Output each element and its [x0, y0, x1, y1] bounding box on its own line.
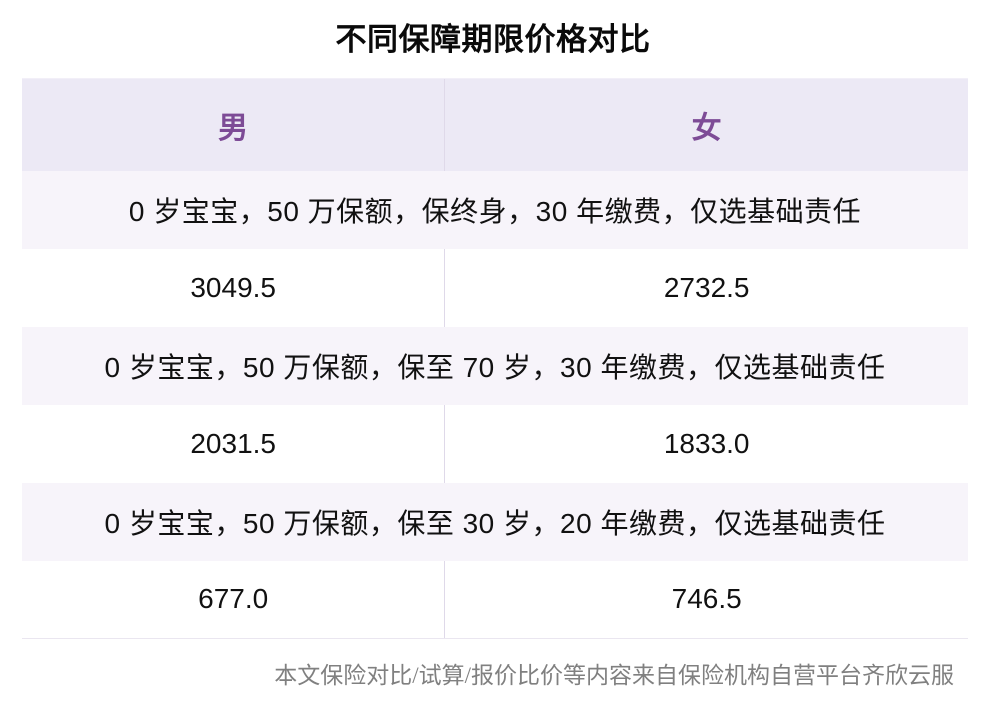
price-comparison-table: 男 女 0 岁宝宝，50 万保额，保终身，30 年缴费，仅选基础责任 3049.5… — [22, 78, 968, 639]
source-disclaimer: 本文保险对比/试算/报价比价等内容来自保险机构自营平台齐欣云服 — [274, 663, 954, 688]
page-title: 不同保障期限价格对比 — [335, 22, 651, 57]
description-cell: 0 岁宝宝，50 万保额，保至 70 岁，30 年缴费，仅选基础责任 — [22, 326, 968, 405]
column-header-male: 男 — [22, 78, 445, 171]
description-row: 0 岁宝宝，50 万保额，保至 30 岁，20 年缴费，仅选基础责任 — [22, 482, 968, 561]
female-price-cell: 2732.5 — [444, 248, 968, 327]
value-row: 3049.5 2732.5 — [22, 248, 968, 327]
description-cell: 0 岁宝宝，50 万保额，保终身，30 年缴费，仅选基础责任 — [22, 170, 968, 249]
description-cell: 0 岁宝宝，50 万保额，保至 30 岁，20 年缴费，仅选基础责任 — [22, 482, 968, 561]
value-row: 2031.5 1833.0 — [22, 404, 968, 483]
male-price-cell: 677.0 — [22, 560, 445, 639]
price-table-body: 0 岁宝宝，50 万保额，保终身，30 年缴费，仅选基础责任 3049.5 2732… — [22, 170, 968, 639]
column-header-female: 女 — [444, 78, 968, 171]
table-header-row: 男 女 — [22, 78, 968, 171]
male-price-cell: 2031.5 — [22, 404, 445, 483]
female-price-cell: 746.5 — [444, 560, 968, 639]
description-row: 0 岁宝宝，50 万保额，保终身，30 年缴费，仅选基础责任 — [22, 170, 968, 249]
male-price-cell: 3049.5 — [22, 248, 445, 327]
description-row: 0 岁宝宝，50 万保额，保至 70 岁，30 年缴费，仅选基础责任 — [22, 326, 968, 405]
female-price-cell: 1833.0 — [444, 404, 968, 483]
value-row: 677.0 746.5 — [22, 560, 968, 639]
